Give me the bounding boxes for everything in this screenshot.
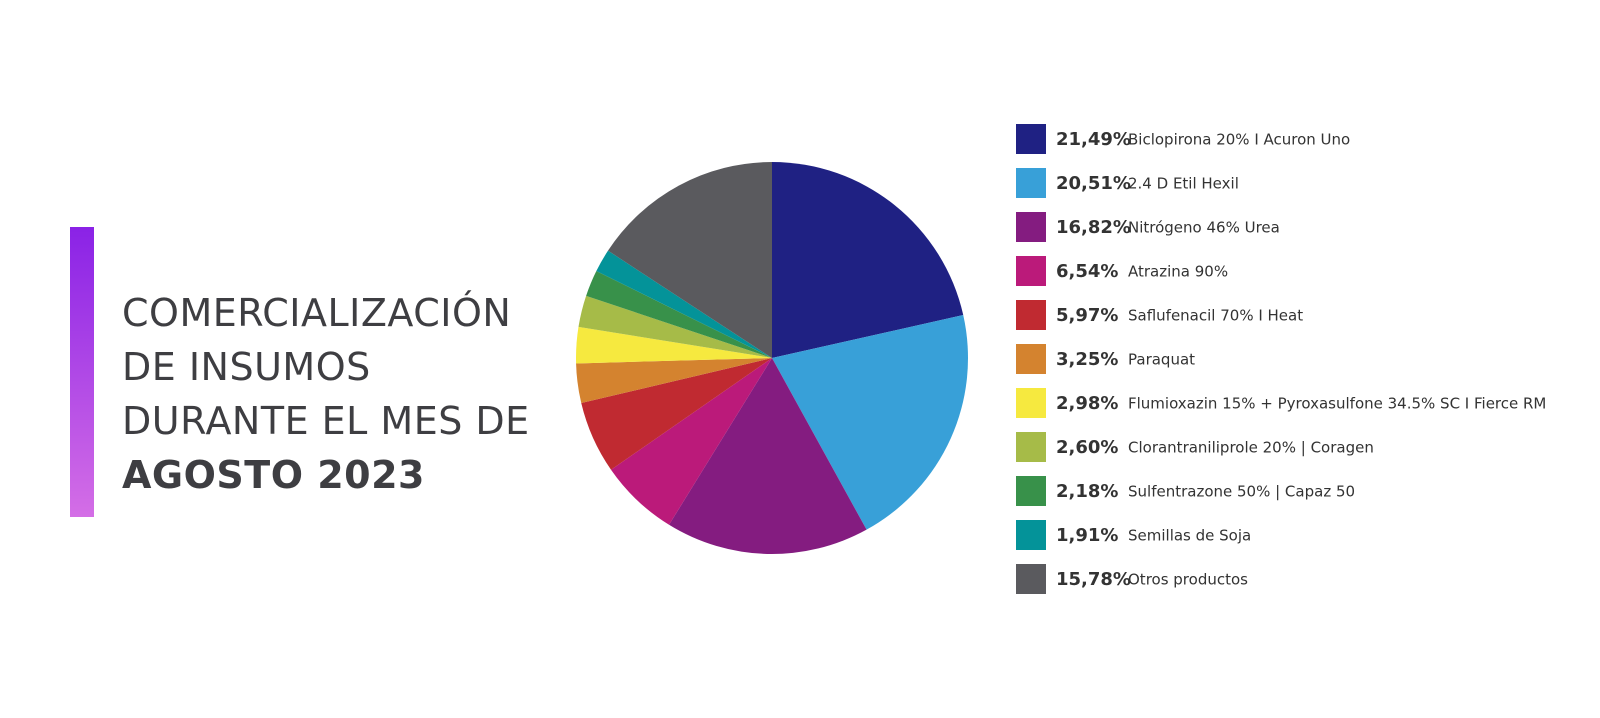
legend-label: Flumioxazin 15% + Pyroxasulfone 34.5% SC…: [1128, 395, 1546, 413]
legend-label: Saflufenacil 70% I Heat: [1128, 307, 1303, 325]
pie-slice: [581, 358, 772, 470]
legend-label: Paraquat: [1128, 351, 1195, 369]
pie-slice: [586, 271, 772, 358]
data-label: 5,97%: [1056, 305, 1118, 326]
legend-swatch: [1016, 344, 1046, 374]
legend-swatch: [1016, 256, 1046, 286]
legend-label: Atrazina 90%: [1128, 263, 1228, 281]
legend-swatch: [1016, 432, 1046, 462]
legend-swatch: [1016, 300, 1046, 330]
pie-slice: [611, 358, 772, 525]
pie-slice: [576, 358, 772, 404]
pie-slice: [596, 250, 772, 358]
pie-slice: [772, 162, 964, 358]
legend-label: Sulfentrazone 50% | Capaz 50: [1128, 483, 1355, 501]
pie-slice: [576, 326, 772, 364]
data-label: 2,60%: [1056, 437, 1118, 458]
legend-label: Semillas de Soja: [1128, 527, 1251, 545]
accent-bar: [70, 227, 94, 517]
pie-slice: [669, 358, 867, 554]
data-label: 6,54%: [1056, 261, 1118, 282]
legend-label: Nitrógeno 46% Urea: [1128, 219, 1280, 237]
legend-label: Otros productos: [1128, 571, 1248, 589]
data-label: 2,98%: [1056, 393, 1118, 414]
legend-label: Biclopirona 20% I Acuron Uno: [1128, 131, 1350, 149]
pie-slice: [608, 162, 772, 358]
legend-label: 2.4 D Etil Hexil: [1128, 175, 1239, 193]
data-label: 3,25%: [1056, 349, 1118, 370]
data-label: 1,91%: [1056, 525, 1118, 546]
data-label: 2,18%: [1056, 481, 1118, 502]
data-label: 21,49%: [1056, 129, 1131, 150]
pie-slice: [578, 295, 772, 358]
title-text: COMERCIALIZACIÓN DE INSUMOS DURANTE EL M…: [122, 291, 530, 443]
legend-swatch: [1016, 124, 1046, 154]
legend-swatch: [1016, 212, 1046, 242]
title-highlight: AGOSTO 2023: [122, 453, 425, 497]
data-label: 15,78%: [1056, 569, 1131, 590]
legend-swatch: [1016, 520, 1046, 550]
pie-slice: [772, 315, 968, 530]
legend-swatch: [1016, 564, 1046, 594]
legend-swatch: [1016, 168, 1046, 198]
legend-label: Clorantraniliprole 20% | Coragen: [1128, 439, 1374, 457]
chart-title: COMERCIALIZACIÓN DE INSUMOS DURANTE EL M…: [122, 286, 562, 502]
data-label: 16,82%: [1056, 217, 1131, 238]
legend-swatch: [1016, 388, 1046, 418]
data-label: 20,51%: [1056, 173, 1131, 194]
legend-swatch: [1016, 476, 1046, 506]
